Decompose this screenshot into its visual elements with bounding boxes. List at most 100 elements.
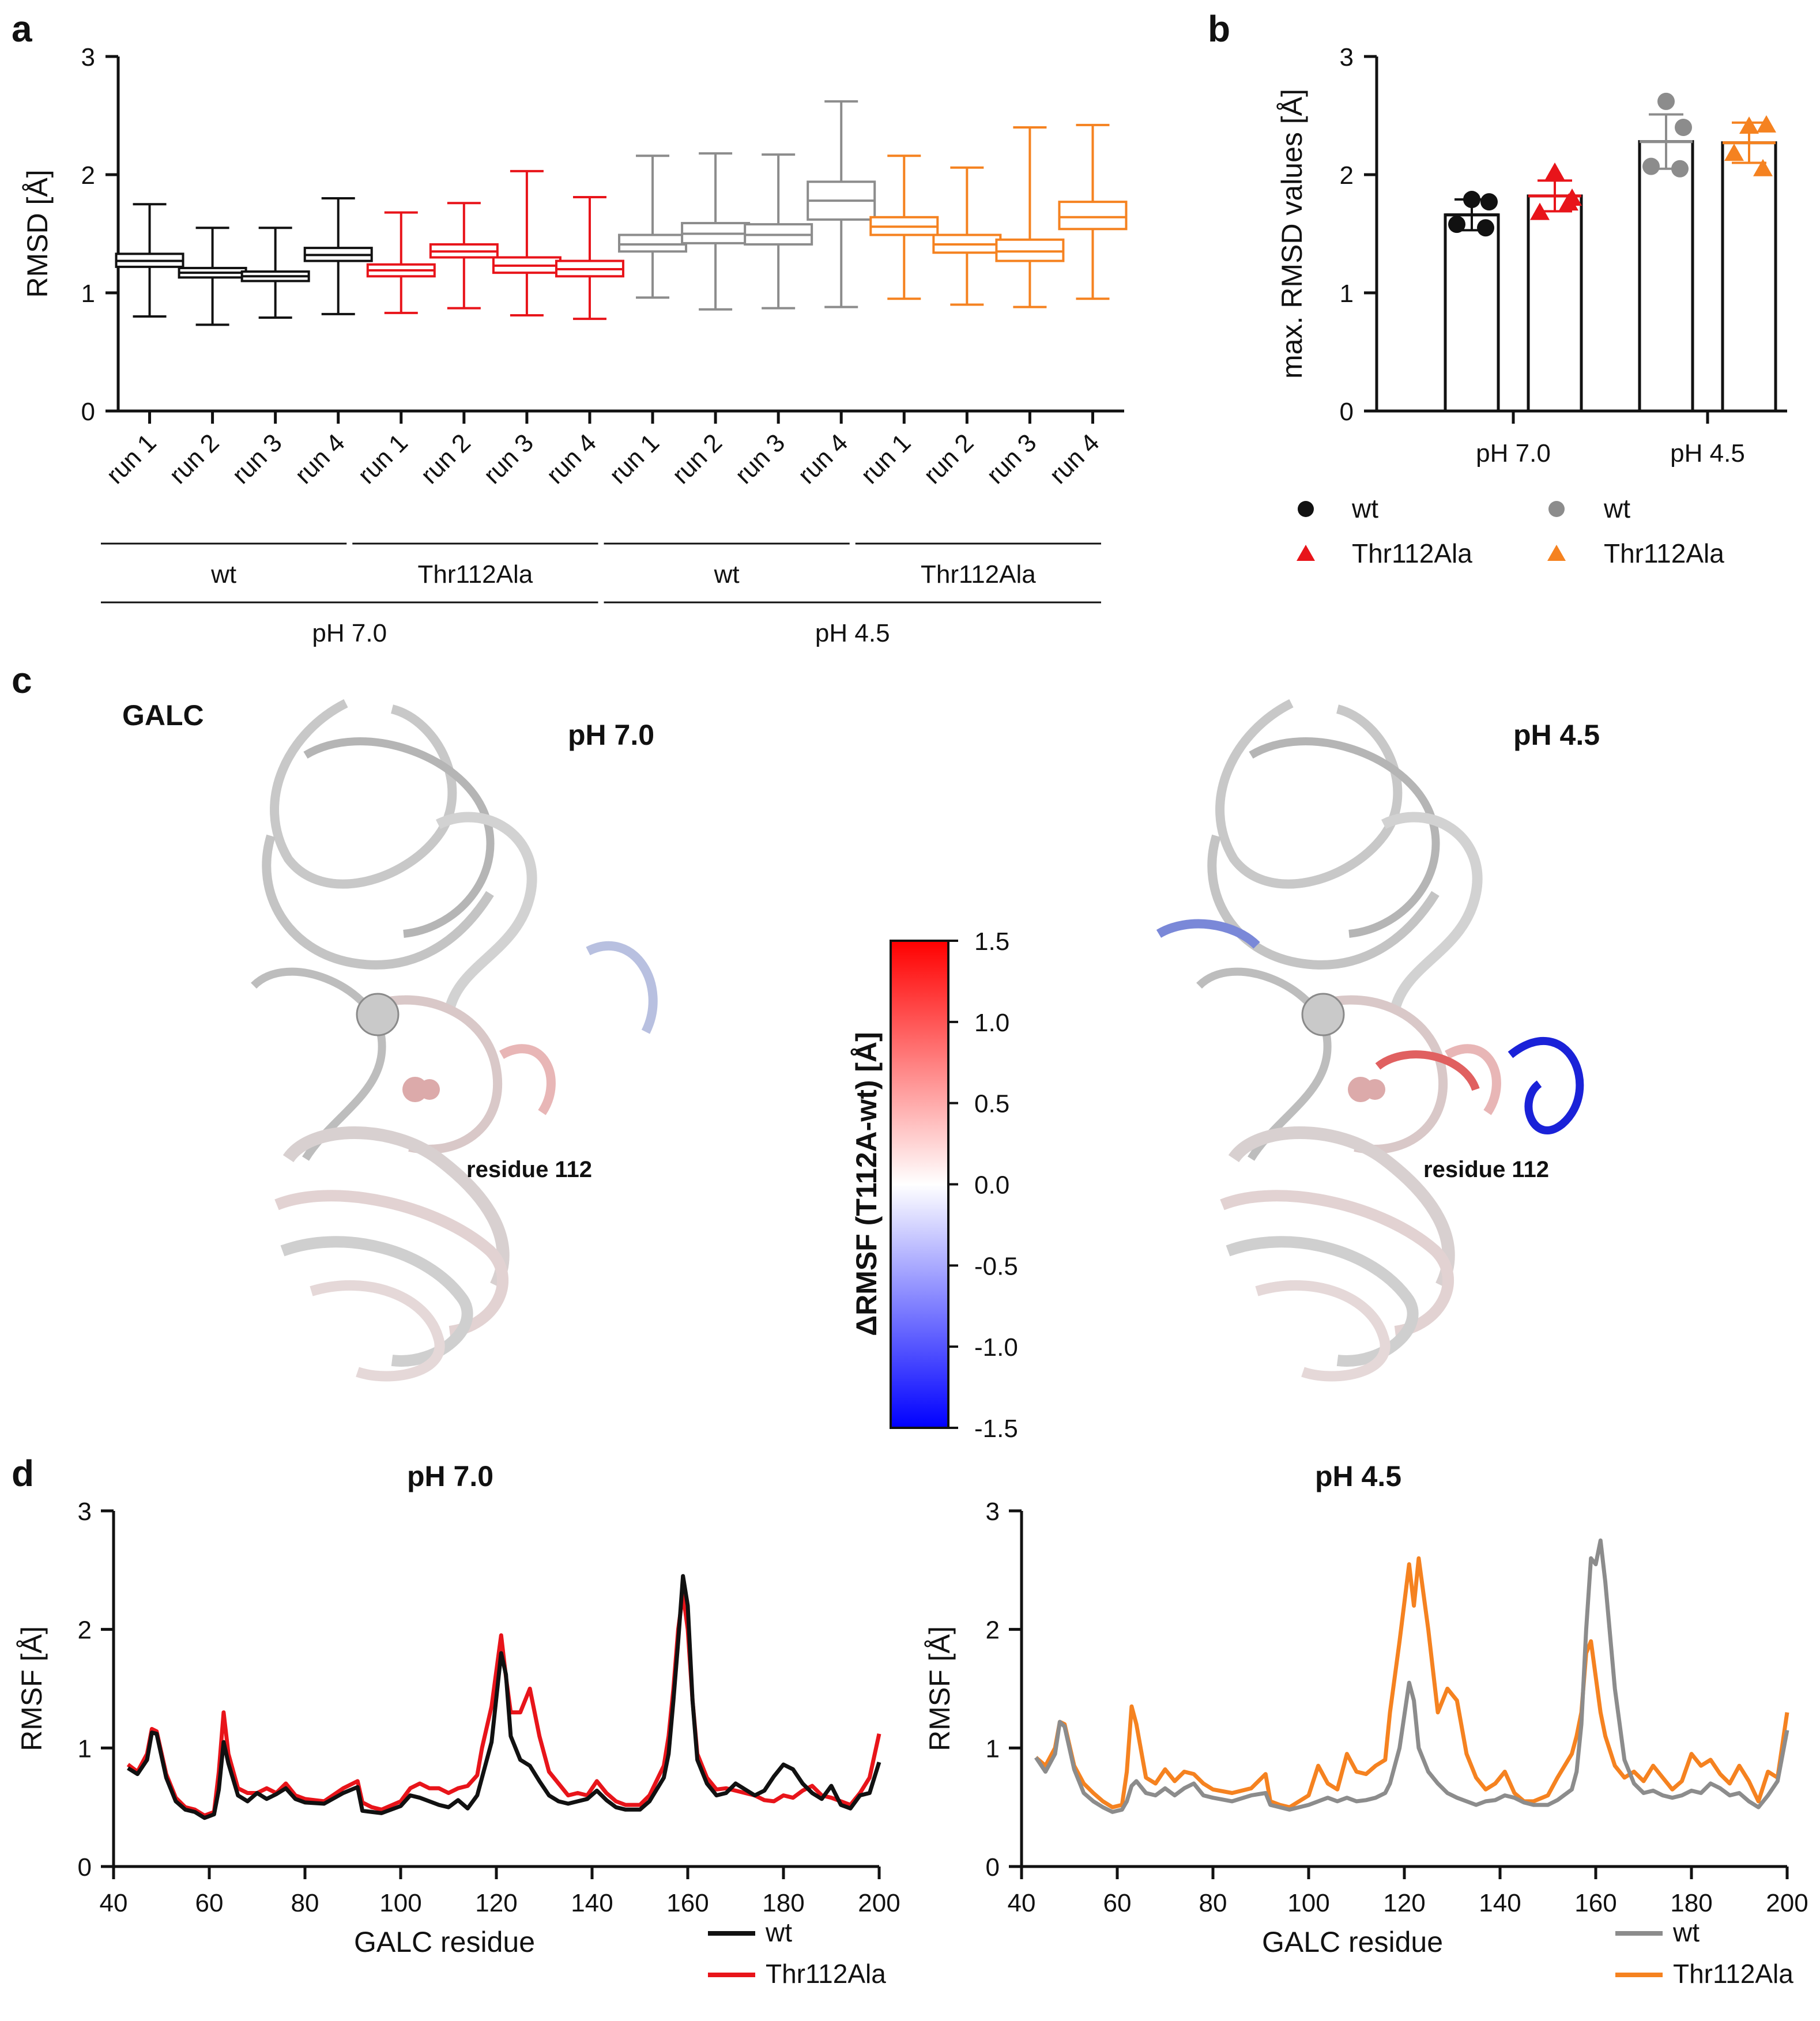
protein-label: GALC (122, 699, 204, 732)
a-x-tick-label: run 1 (352, 428, 413, 489)
a-y-tick-label: 0 (81, 398, 95, 426)
b-point-thr112ala (1753, 159, 1773, 176)
b-point-thr112ala (1757, 115, 1776, 133)
panel-d-line-chart-ph70: 0 1 2 3 40 60 80 100 120 140 160 180 200 pH 7.0 RMSF [… (16, 1460, 900, 1989)
d-series-line-thr112ala (1034, 1556, 1789, 1809)
b-point-wt (1657, 92, 1675, 110)
panel-label-a: a (12, 8, 32, 50)
d-y-tick-label: 1 (78, 1735, 92, 1763)
d-chart-title: pH 7.0 (407, 1460, 493, 1492)
colorbar-tick-label: 1.0 (974, 1009, 1009, 1037)
residue-112-label-ph70: residue 112 (466, 1157, 592, 1182)
b-legend-label: wt (1603, 493, 1630, 523)
b-point-thr112ala (1724, 144, 1744, 161)
d-series-line-wt (127, 1574, 881, 1820)
b-bar (1638, 140, 1694, 413)
a-y-tick-label: 2 (81, 161, 95, 190)
colorbar-tick-label: -0.5 (974, 1252, 1018, 1280)
a-x-tick-label: run 2 (415, 428, 476, 489)
b-point-wt (1480, 193, 1498, 211)
structure-title-ph70: pH 7.0 (568, 719, 654, 751)
d-x-tick-label: 160 (1574, 1889, 1616, 1917)
b-point-thr112ala (1559, 193, 1578, 211)
a-group-label: Thr112Ala (418, 560, 533, 589)
d-x-axis-label: GALC residue (1262, 1926, 1443, 1958)
a-x-tick-label: run 3 (730, 428, 791, 489)
a-y-tick-label: 3 (81, 43, 95, 71)
d-x-tick-label: 200 (858, 1889, 900, 1917)
a-x-tick-label: run 4 (289, 428, 351, 489)
d-x-tick-label: 80 (291, 1889, 319, 1917)
b-legend-marker-wt (1548, 501, 1565, 517)
d-y-tick-label: 0 (78, 1853, 92, 1882)
d-x-tick-label: 140 (1479, 1889, 1521, 1917)
d-x-tick-label: 100 (1287, 1889, 1329, 1917)
b-legend-label: Thr112Ala (1352, 538, 1472, 568)
d-legend-label: wt (1672, 1917, 1700, 1947)
d-x-tick-label: 80 (1199, 1889, 1227, 1917)
colorbar-tick-label: -1.0 (974, 1333, 1018, 1362)
a-box (618, 233, 688, 253)
a-x-tick-label: run 2 (918, 428, 979, 489)
d-legend-label: Thr112Ala (1673, 1959, 1793, 1989)
d-legend-label: Thr112Ala (766, 1959, 886, 1989)
colorbar-tick-label: 0.5 (974, 1090, 1009, 1118)
b-y-axis-label: max. RMSD values [Å] (1276, 89, 1308, 379)
a-x-tick-label: run 1 (101, 428, 162, 489)
b-bar (1527, 194, 1583, 413)
b-bar (1721, 141, 1777, 413)
b-point-wt (1448, 216, 1465, 233)
colorbar-label: ΔRMSF (T112A-wt) [Å] (850, 1032, 883, 1336)
b-y-tick-label: 2 (1340, 161, 1354, 190)
a-ph-label: pH 4.5 (815, 619, 890, 647)
residue-112-label-ph45: residue 112 (1423, 1157, 1549, 1182)
a-y-tick-label: 1 (81, 280, 95, 308)
b-point-wt (1642, 157, 1660, 175)
b-legend-marker-wt (1298, 501, 1314, 517)
b-y-tick-label: 0 (1340, 398, 1354, 426)
d-y-tick-label: 2 (986, 1616, 1000, 1645)
d-x-tick-label: 160 (666, 1889, 709, 1917)
b-legend-label: wt (1351, 493, 1378, 523)
panel-label-d: d (12, 1453, 34, 1494)
d-y-tick-label: 2 (78, 1616, 92, 1645)
d-x-tick-label: 40 (1008, 1889, 1036, 1917)
d-x-tick-label: 120 (475, 1889, 517, 1917)
a-box (995, 238, 1065, 262)
d-x-tick-label: 200 (1766, 1889, 1808, 1917)
b-point-wt (1675, 119, 1692, 136)
b-point-thr112ala (1739, 116, 1759, 134)
a-x-tick-label: run 3 (478, 428, 539, 489)
d-y-axis-label: RMSF [Å] (16, 1626, 48, 1751)
b-bar (1444, 213, 1500, 413)
b-point-thr112ala (1545, 162, 1565, 180)
b-legend-marker-thr112ala (1297, 545, 1315, 561)
d-y-tick-label: 3 (986, 1498, 1000, 1526)
panel-d-line-chart-ph45: 0 1 2 3 40 60 80 100 120 140 160 180 200 pH 4.5 RMSF [… (924, 1460, 1808, 1989)
colorbar-tick-label: -1.5 (974, 1415, 1018, 1443)
b-y-tick-label: 1 (1340, 280, 1354, 308)
d-legend-label: wt (765, 1917, 792, 1947)
panel-label-b: b (1208, 8, 1230, 50)
d-series-line-thr112ala (126, 1592, 881, 1818)
d-x-tick-label: 60 (195, 1889, 224, 1917)
d-y-tick-label: 3 (78, 1498, 92, 1526)
d-x-axis-label: GALC residue (354, 1926, 535, 1958)
a-x-tick-label: run 2 (667, 428, 728, 489)
b-x-tick-label: pH 7.0 (1476, 439, 1551, 467)
d-y-axis-label: RMSF [Å] (924, 1626, 956, 1751)
b-point-wt (1671, 160, 1689, 178)
a-x-tick-label: run 3 (981, 428, 1042, 489)
b-legend-label: Thr112Ala (1604, 538, 1724, 568)
d-y-tick-label: 1 (986, 1735, 1000, 1763)
panel-label-c: c (12, 659, 32, 701)
colorbar-tick-label: 1.5 (974, 927, 1009, 956)
protein-structure-ph70 (254, 703, 658, 1377)
b-x-tick-label: pH 4.5 (1670, 439, 1745, 467)
a-box (1058, 201, 1128, 231)
b-point-wt (1463, 191, 1480, 209)
d-series-line-wt (1034, 1538, 1789, 1814)
d-y-tick-label: 0 (986, 1853, 1000, 1882)
panel-b-bar-chart: 0 1 2 3 max. RMSD values [Å] pH 7.0 pH 4.5 wt Th… (1276, 43, 1787, 568)
a-x-tick-label: run 3 (227, 428, 288, 489)
